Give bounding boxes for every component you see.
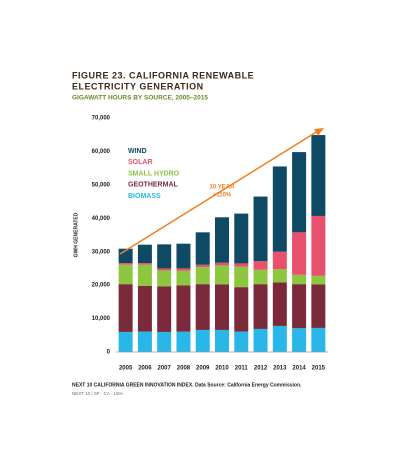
bar-segment bbox=[215, 217, 229, 263]
x-tick-label: 2012 bbox=[254, 366, 268, 372]
x-tick-label: 2015 bbox=[312, 366, 326, 372]
bar-segment bbox=[176, 331, 191, 352]
y-axis-label: GWH GENERATED bbox=[73, 212, 79, 257]
bar-segment bbox=[292, 274, 307, 285]
x-tick-label: 2009 bbox=[196, 366, 210, 372]
x-tick-label: 2013 bbox=[273, 366, 287, 372]
bar-segment bbox=[118, 263, 133, 265]
bar-segment bbox=[157, 268, 172, 271]
bar-segment bbox=[157, 270, 172, 287]
y-tick-label: 20,000 bbox=[92, 283, 111, 289]
bar-segment bbox=[215, 329, 229, 352]
x-tick-label: 2005 bbox=[119, 366, 133, 372]
bar-segment bbox=[137, 244, 152, 264]
source: NEXT 10 CALIFORNIA GREEN INNOVATION INDE… bbox=[72, 382, 302, 388]
bar-segment bbox=[118, 284, 133, 332]
bar-segment bbox=[234, 263, 249, 267]
bar-segment bbox=[176, 243, 191, 269]
x-tick-label: 2011 bbox=[235, 366, 249, 372]
bar-segment bbox=[176, 285, 191, 332]
chart-subtitle: GIGAWATT HOURS BY SOURCE, 2005–2015 bbox=[72, 95, 208, 102]
bar-segment bbox=[137, 264, 152, 286]
bar-segment bbox=[118, 331, 133, 352]
y-tick-label: 60,000 bbox=[92, 149, 111, 155]
x-tick-label: 2008 bbox=[177, 366, 191, 372]
bar-segment bbox=[311, 275, 326, 285]
bar-segment bbox=[118, 264, 133, 285]
y-tick-label: 0 bbox=[107, 350, 111, 356]
chart-title: ELECTRICITY GENERATION bbox=[72, 81, 204, 91]
bar-segment bbox=[292, 328, 307, 352]
legend-label: SOLAR bbox=[128, 159, 153, 166]
chart-title: FIGURE 23. CALIFORNIA RENEWABLE bbox=[72, 70, 254, 80]
bar-segment bbox=[311, 284, 326, 328]
bar-segment bbox=[195, 232, 210, 265]
bar-segment bbox=[253, 269, 268, 285]
y-tick-label: 40,000 bbox=[92, 216, 111, 222]
legend-label: SMALL HYDRO bbox=[128, 170, 180, 177]
bar-segment bbox=[137, 331, 152, 352]
bar-segment bbox=[253, 196, 268, 262]
bar-segment bbox=[272, 251, 287, 270]
bar-segment bbox=[253, 284, 268, 329]
bar-segment bbox=[234, 266, 249, 288]
x-tick-label: 2010 bbox=[215, 366, 229, 372]
bar-segment bbox=[272, 269, 287, 283]
bar-segment bbox=[292, 232, 307, 275]
annotation: +110% bbox=[213, 193, 232, 199]
arrow-head bbox=[314, 128, 324, 136]
footer: NEXT 10 / SF · CA · USA bbox=[72, 391, 123, 396]
bar-segment bbox=[311, 327, 326, 352]
bar-segment bbox=[137, 263, 152, 265]
bar-segment bbox=[215, 262, 229, 266]
bar-segment bbox=[176, 268, 191, 271]
legend-label: WIND bbox=[128, 148, 147, 155]
y-tick-label: 70,000 bbox=[92, 116, 111, 122]
bar-segment bbox=[234, 213, 249, 264]
bars bbox=[118, 135, 326, 352]
bar-segment bbox=[253, 328, 268, 352]
y-tick-label: 50,000 bbox=[92, 182, 111, 188]
bar-segment bbox=[215, 265, 229, 285]
bar-segment bbox=[272, 282, 287, 326]
bar-segment bbox=[137, 285, 152, 332]
bar-segment bbox=[195, 284, 210, 330]
bar-segment bbox=[272, 166, 287, 252]
bar-segment bbox=[157, 331, 172, 352]
bar-segment bbox=[157, 286, 172, 332]
x-tick-label: 2006 bbox=[138, 366, 152, 372]
bar-segment bbox=[215, 284, 229, 330]
bar-segment bbox=[311, 135, 326, 216]
bar-segment bbox=[292, 152, 307, 233]
bar-segment bbox=[195, 267, 210, 285]
y-tick-label: 30,000 bbox=[92, 249, 111, 255]
bar-segment bbox=[234, 331, 249, 352]
legend-label: GEOTHERMAL bbox=[128, 182, 179, 189]
x-tick-label: 2007 bbox=[158, 366, 172, 372]
bar-segment bbox=[311, 215, 326, 276]
annotation: 10 YEAR bbox=[210, 185, 236, 191]
bar-segment bbox=[253, 261, 268, 270]
legend-label: BIOMASS bbox=[128, 193, 161, 200]
bar-segment bbox=[176, 270, 191, 286]
bar-segment bbox=[195, 329, 210, 352]
bar-segment bbox=[292, 284, 307, 329]
bar-segment bbox=[272, 325, 287, 352]
bar-segment bbox=[195, 264, 210, 268]
x-tick-label: 2014 bbox=[292, 366, 306, 372]
y-tick-label: 10,000 bbox=[92, 316, 111, 322]
bar-segment bbox=[157, 244, 172, 269]
trend-arrow bbox=[119, 130, 319, 255]
bar-segment bbox=[234, 287, 249, 332]
